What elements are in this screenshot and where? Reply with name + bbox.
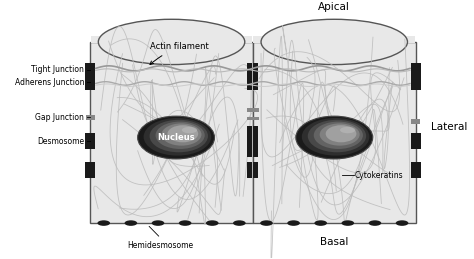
- Ellipse shape: [302, 118, 369, 156]
- Text: Lateral: Lateral: [431, 123, 468, 132]
- Bar: [410, 162, 420, 178]
- Bar: [410, 133, 420, 149]
- Bar: [254, 162, 258, 178]
- Bar: [247, 108, 253, 112]
- Bar: [254, 126, 258, 142]
- Bar: [410, 63, 420, 80]
- Text: Hemidesmosome: Hemidesmosome: [128, 241, 194, 250]
- Bar: [253, 108, 259, 112]
- Bar: [247, 64, 253, 72]
- Bar: [85, 133, 95, 149]
- Ellipse shape: [369, 220, 381, 226]
- Ellipse shape: [314, 121, 363, 149]
- Bar: [254, 63, 258, 80]
- Bar: [254, 74, 258, 90]
- Ellipse shape: [341, 220, 354, 226]
- Ellipse shape: [150, 120, 208, 152]
- Ellipse shape: [261, 19, 408, 64]
- Bar: [247, 162, 253, 178]
- Bar: [247, 63, 253, 80]
- Ellipse shape: [260, 220, 273, 226]
- Ellipse shape: [137, 116, 215, 159]
- Ellipse shape: [340, 127, 356, 133]
- Ellipse shape: [125, 220, 137, 226]
- Ellipse shape: [314, 220, 327, 226]
- Bar: [253, 42, 416, 223]
- Text: Basal: Basal: [320, 237, 348, 247]
- Text: Apical: Apical: [319, 2, 350, 12]
- Ellipse shape: [308, 120, 366, 152]
- Bar: [254, 36, 415, 43]
- Ellipse shape: [167, 125, 198, 142]
- Bar: [247, 74, 253, 90]
- Ellipse shape: [179, 220, 191, 226]
- Bar: [247, 141, 253, 157]
- Bar: [86, 115, 95, 120]
- Ellipse shape: [98, 19, 245, 64]
- Text: Gap Junction: Gap Junction: [36, 113, 84, 122]
- Bar: [247, 117, 253, 120]
- Bar: [91, 36, 253, 43]
- Text: Adherens Junction: Adherens Junction: [15, 78, 84, 87]
- Bar: [410, 64, 420, 72]
- Text: Nucleus: Nucleus: [157, 133, 195, 142]
- Ellipse shape: [182, 127, 197, 133]
- Ellipse shape: [326, 125, 356, 142]
- Ellipse shape: [396, 220, 409, 226]
- Bar: [411, 119, 420, 124]
- Text: Cytokeratins: Cytokeratins: [355, 171, 404, 180]
- Ellipse shape: [144, 118, 211, 156]
- Bar: [85, 74, 95, 90]
- Ellipse shape: [162, 123, 201, 146]
- Bar: [85, 64, 95, 72]
- Bar: [90, 42, 253, 223]
- Bar: [85, 162, 95, 178]
- Text: Desmosome: Desmosome: [37, 137, 84, 146]
- Ellipse shape: [155, 121, 205, 149]
- Bar: [410, 74, 420, 90]
- Bar: [254, 64, 258, 72]
- Ellipse shape: [233, 220, 246, 226]
- Bar: [247, 126, 253, 142]
- Text: Tight Junction: Tight Junction: [31, 65, 84, 74]
- Bar: [253, 117, 259, 120]
- Ellipse shape: [152, 220, 164, 226]
- Ellipse shape: [206, 220, 219, 226]
- Ellipse shape: [296, 116, 373, 159]
- Ellipse shape: [319, 123, 360, 146]
- Ellipse shape: [287, 220, 300, 226]
- Ellipse shape: [98, 220, 110, 226]
- Bar: [254, 141, 258, 157]
- Text: Actin filament: Actin filament: [150, 42, 209, 64]
- Bar: [85, 63, 95, 80]
